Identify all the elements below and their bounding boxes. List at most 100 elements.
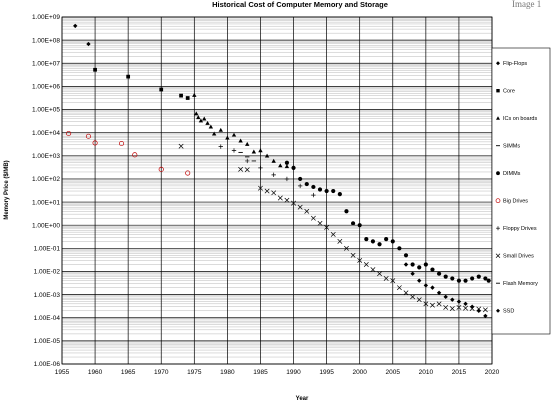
legend-label-small-drives: Small Drives [503,254,534,260]
dimms-point [417,265,422,270]
ssd-point [430,285,435,290]
y-tick-label: 1.00E+02 [32,176,60,183]
small-drives-point [363,262,369,267]
small-drives-point [416,297,422,303]
dimms-point [317,187,323,192]
small-drives-point [291,200,296,206]
y-tick-label: 1.00E-02 [34,269,61,276]
small-drives-point [396,285,402,291]
ics-on-boards-point [245,141,250,146]
dimms-point [324,188,329,194]
floppy-drives-point [284,176,290,182]
floppy-drives-point [258,165,263,171]
dimms-point [344,209,349,214]
small-drives-point [383,275,389,281]
legend-marker-small-drives [495,253,501,258]
dimms-point [423,262,428,267]
big-drives-point [66,130,72,137]
dimms-point [284,160,290,165]
ics-on-boards-point [218,127,223,132]
dimms-point [476,274,481,279]
small-drives-point [350,252,356,258]
core-point [179,93,183,98]
y-tick-label: 1.00E-06 [34,361,61,368]
dimms-point [370,239,376,244]
ics-on-boards-point [194,111,199,116]
legend: Flip-Flops Core ICs on boards SIMMs DIMMs Big… [495,61,538,315]
ssd-point [469,304,475,309]
dimms-point [463,278,468,283]
x-tick-label: 1980 [220,369,235,376]
y-tick-label: 1.00E+07 [32,60,60,67]
core-point [159,87,164,92]
small-drives-point [370,267,376,273]
small-drives-point [449,306,455,311]
dimms-point [331,188,336,194]
ics-on-boards-point [208,124,214,129]
small-drives-point [244,167,250,173]
core-point [126,74,131,79]
y-axis-label: Memory Price ($/MB) [4,160,10,219]
x-tick-label: 1970 [154,369,169,376]
y-tick-label: 1.00E+05 [32,107,60,114]
legend-label-core: Core [503,89,515,95]
floppy-drives-point [231,148,237,153]
small-drives-point [436,301,442,307]
small-drives-point [377,271,382,277]
small-drives-point [410,294,416,300]
small-drives-point [271,190,277,196]
ssd-point [423,283,429,288]
dimms-point [350,221,356,226]
ics-on-boards-point [192,92,197,97]
y-tick-label: 1.00E+01 [32,199,60,206]
floppy-drives-point [218,144,223,149]
ics-on-boards-point [284,164,290,169]
legend-marker-dimms [496,171,500,176]
big-drives-point [158,166,164,172]
dimms-point [364,237,369,242]
big-drives-point [118,140,125,147]
data-points [66,23,491,319]
legend-marker-floppy-drives [496,226,500,231]
ssd-point [410,271,415,276]
legend-marker-big-drives [495,198,501,204]
legend-label-ssd: SSD [503,309,514,315]
small-drives-point [403,290,409,296]
floppy-drives-point [245,158,250,164]
dimms-point [304,181,309,187]
ics-on-boards-point [211,131,217,136]
flip-flops-point [86,41,91,47]
small-drives-point [390,278,396,284]
x-axis-label: Year [296,396,309,402]
small-drives-point [337,238,343,244]
floppy-drives-point [311,192,316,198]
x-tick-label: 1995 [319,369,334,376]
y-tick-label: 1.00E+08 [32,37,60,44]
big-drives-point [92,140,98,146]
ics-on-boards-point [231,132,237,137]
x-tick-label: 2015 [452,369,467,376]
small-drives-point [430,302,435,308]
x-tick-label: 2020 [485,369,500,376]
legend-label-ics-on-boards: ICs on boards [503,116,537,122]
legend-marker-core [496,89,500,93]
y-tick-label: 1.00E-01 [34,246,61,253]
ics-on-boards-point [264,153,270,158]
dimms-point [430,267,435,272]
small-drives-point [482,307,488,313]
legend-marker-ics-on-boards [496,116,500,120]
dimms-point [390,239,395,244]
y-tick-label: 1.00E+09 [32,14,60,21]
dimms-point [410,262,415,267]
y-tick-label: 1.00E-05 [34,338,61,345]
x-tick-label: 2010 [419,369,434,376]
dimms-point [337,192,342,197]
small-drives-point [423,301,429,307]
ics-on-boards-point [271,158,276,163]
legend-label-big-drives: Big Drives [503,199,528,205]
small-drives-point [238,166,244,172]
floppy-drives-point [297,183,303,189]
small-drives-point [297,204,303,210]
small-drives-point [277,195,283,201]
